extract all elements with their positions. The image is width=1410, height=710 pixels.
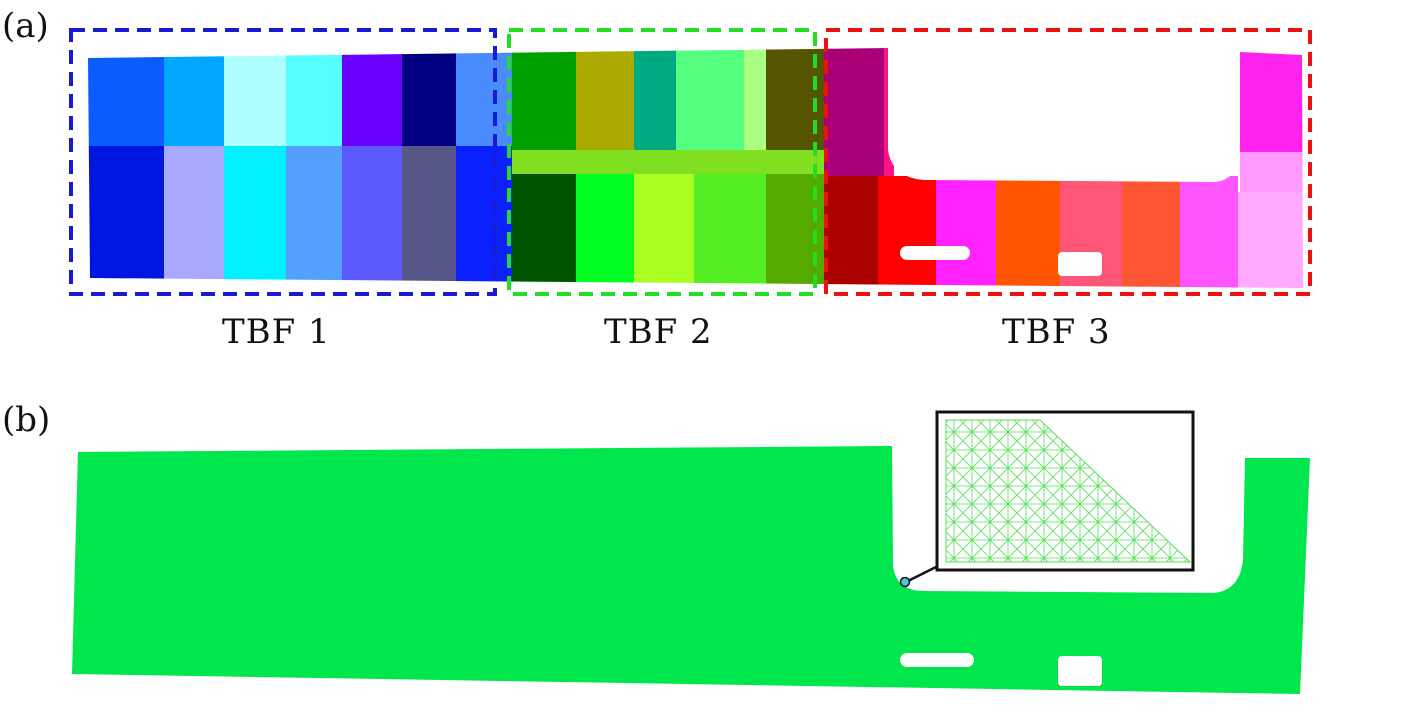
- mesh-hole: [900, 653, 974, 667]
- mesh-hole: [1058, 656, 1102, 686]
- zoom-connector: [905, 564, 939, 584]
- patch: [634, 48, 676, 150]
- patch: [88, 48, 164, 146]
- patch: [634, 174, 694, 288]
- patch: [884, 48, 894, 176]
- patch: [936, 176, 996, 288]
- tbf-1-caption: TBF 1: [222, 312, 331, 352]
- zoom-inset-mesh: [945, 419, 1192, 563]
- segmentation-map: [88, 48, 1303, 288]
- panel-b-label: (b): [2, 400, 51, 440]
- tbf-3-border: [824, 28, 1312, 296]
- hole: [900, 246, 970, 260]
- patch: [512, 174, 576, 288]
- patch: [286, 48, 342, 146]
- patch: [1238, 192, 1303, 288]
- patch: [996, 176, 1060, 288]
- patch: [512, 48, 576, 150]
- patch: [576, 174, 634, 288]
- patch: [676, 48, 744, 150]
- patch: [342, 48, 402, 146]
- patch: [1122, 176, 1180, 288]
- patch: [402, 146, 456, 288]
- tbf-3-caption: TBF 3: [1002, 312, 1111, 352]
- hole: [1058, 252, 1102, 276]
- patch: [88, 146, 164, 288]
- patch: [1060, 176, 1122, 288]
- patch: [1240, 152, 1303, 192]
- patch: [576, 48, 634, 150]
- patch: [694, 174, 766, 288]
- patch: [286, 146, 342, 288]
- patch: [342, 146, 402, 288]
- patch: [456, 146, 512, 288]
- patch: [824, 48, 884, 176]
- patch: [164, 146, 224, 288]
- patch: [744, 48, 766, 150]
- patch: [824, 176, 878, 288]
- patch: [512, 150, 824, 174]
- patch: [224, 48, 286, 146]
- patch: [164, 48, 224, 146]
- patch: [224, 146, 286, 288]
- mesh-shape: [72, 446, 1310, 694]
- zoom-marker: [899, 576, 911, 588]
- patch: [1240, 48, 1303, 152]
- patch: [1180, 176, 1238, 288]
- patch: [456, 48, 512, 146]
- panel-a-label: (a): [2, 6, 49, 46]
- patch: [878, 176, 936, 288]
- tbf-1-border: [69, 28, 497, 296]
- tbf-2-caption: TBF 2: [604, 312, 713, 352]
- patch: [402, 48, 456, 146]
